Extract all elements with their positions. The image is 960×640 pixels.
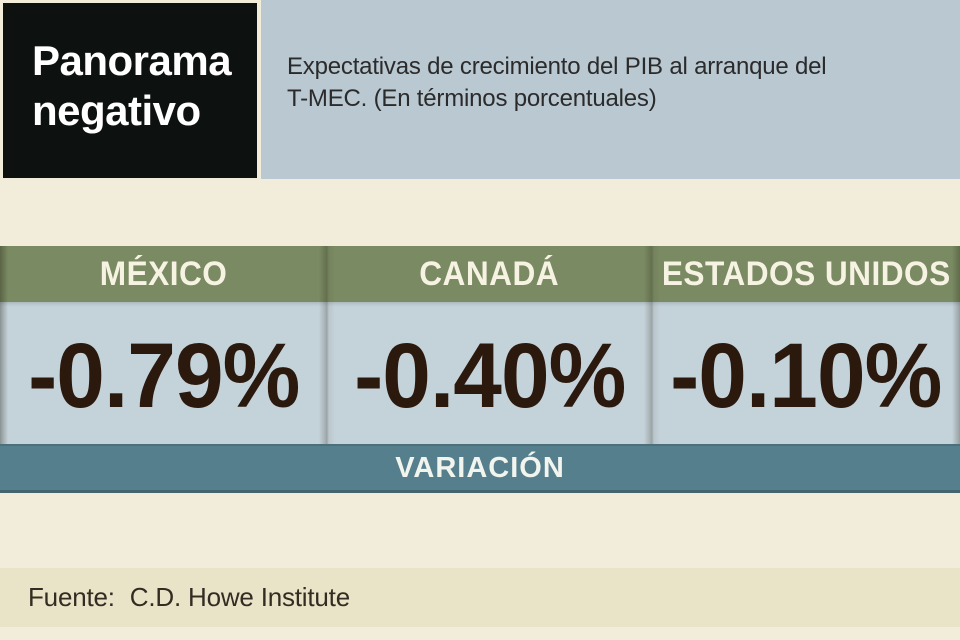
subtitle-panel: Expectativas de crecimiento del PIB al a… xyxy=(261,0,960,179)
column-mexico: MÉXICO -0.79% xyxy=(0,246,327,444)
variation-label: VARIACIÓN xyxy=(395,452,565,484)
column-header-canada: CANADÁ xyxy=(327,246,652,302)
chart-subtitle-line1: Expectativas de crecimiento del PIB al a… xyxy=(287,53,827,80)
column-header-mexico-label: MÉXICO xyxy=(99,254,228,293)
column-value-cell-mexico: -0.79% xyxy=(0,302,327,444)
column-value-mexico: -0.79% xyxy=(27,324,300,427)
title-box: Panorama negativo xyxy=(3,3,257,178)
column-value-estados-unidos: -0.10% xyxy=(670,324,942,427)
variation-band: VARIACIÓN xyxy=(0,444,960,493)
column-header-mexico: MÉXICO xyxy=(0,246,327,302)
page-title-line1: Panorama xyxy=(32,37,232,84)
column-estados-unidos: ESTADOS UNIDOS -0.10% xyxy=(652,246,960,444)
chart-subtitle-line2: T-MEC. (En términos porcentuales) xyxy=(287,85,657,112)
column-header-canada-label: CANADÁ xyxy=(419,254,560,293)
column-canada: CANADÁ -0.40% xyxy=(327,246,652,444)
column-value-cell-estados-unidos: -0.10% xyxy=(652,302,960,444)
source-name: C.D. Howe Institute xyxy=(129,582,350,612)
column-header-estados-unidos: ESTADOS UNIDOS xyxy=(652,246,960,302)
source-band: Fuente: C.D. Howe Institute xyxy=(0,568,960,627)
page-title-line2: negativo xyxy=(32,87,201,134)
column-value-canada: -0.40% xyxy=(353,324,626,427)
source-label: Fuente: xyxy=(28,582,115,612)
column-header-estados-unidos-label: ESTADOS UNIDOS xyxy=(661,254,951,293)
column-value-cell-canada: -0.40% xyxy=(327,302,652,444)
